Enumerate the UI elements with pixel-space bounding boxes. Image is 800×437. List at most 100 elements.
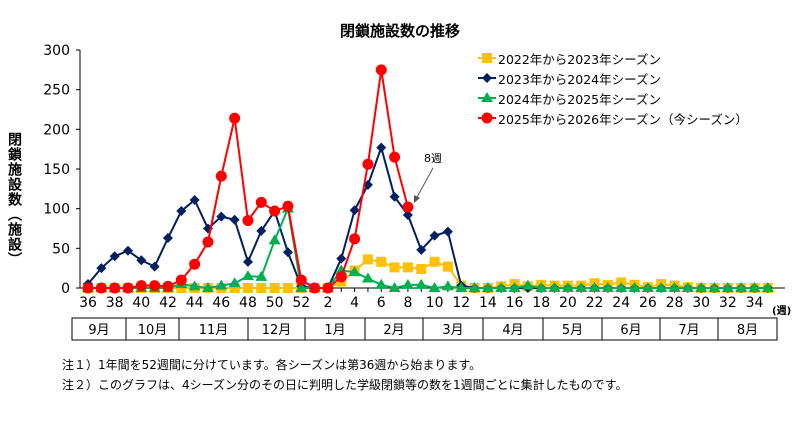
data-point xyxy=(96,263,107,274)
legend-marker xyxy=(482,53,492,63)
annotation: 8週 xyxy=(414,152,442,203)
data-point xyxy=(416,244,427,255)
x-tick-label: 4 xyxy=(350,295,359,311)
data-point xyxy=(575,282,588,292)
data-point xyxy=(175,274,187,286)
data-point xyxy=(415,278,428,289)
month-label: 11月 xyxy=(199,323,229,338)
legend-label: 2025年から2026年シーズン（今シーズン） xyxy=(498,111,748,127)
legend-marker-icon xyxy=(478,73,496,83)
legend-item: 2025年から2026年シーズン（今シーズン） xyxy=(478,108,748,128)
data-point xyxy=(389,151,401,163)
data-point xyxy=(349,233,361,245)
data-point xyxy=(256,283,267,293)
data-point xyxy=(336,253,347,264)
data-point xyxy=(282,200,294,212)
data-point xyxy=(389,191,400,202)
data-point xyxy=(389,262,400,273)
legend-item: 2024年から2025年シーズン xyxy=(478,88,748,108)
data-point xyxy=(362,158,374,170)
x-tick-label: 38 xyxy=(106,295,124,311)
data-point xyxy=(428,282,441,292)
legend-item: 2023年から2024年シーズン xyxy=(478,68,748,88)
data-point xyxy=(269,283,280,293)
x-tick-label: 28 xyxy=(666,295,684,311)
data-point xyxy=(242,215,254,227)
data-point xyxy=(268,234,281,245)
data-point xyxy=(535,282,548,292)
data-point xyxy=(668,282,681,292)
x-tick-label: 22 xyxy=(586,295,604,311)
month-label: 12月 xyxy=(262,323,292,338)
data-point xyxy=(655,282,668,292)
data-point xyxy=(641,282,654,292)
x-axis-unit: (週) xyxy=(772,305,791,317)
data-point xyxy=(376,142,387,153)
data-point xyxy=(761,282,774,292)
x-tick-label: 12 xyxy=(452,295,470,311)
data-point xyxy=(721,282,734,292)
data-point xyxy=(708,282,721,292)
data-point xyxy=(361,272,374,283)
data-point xyxy=(229,283,240,293)
data-point xyxy=(416,263,427,274)
legend-marker xyxy=(481,112,493,124)
data-point xyxy=(521,279,534,290)
data-point xyxy=(149,280,161,292)
data-point xyxy=(601,282,614,292)
data-point xyxy=(295,274,307,286)
y-tick-label: 250 xyxy=(43,83,70,99)
data-point xyxy=(189,258,201,270)
month-label: 4月 xyxy=(502,323,523,338)
legend-label: 2024年から2025年シーズン xyxy=(498,91,661,107)
data-point xyxy=(481,282,494,292)
x-tick-label: 24 xyxy=(612,295,630,311)
data-point xyxy=(149,261,160,272)
data-point xyxy=(402,262,413,273)
data-point xyxy=(468,282,481,292)
legend-marker xyxy=(481,92,493,102)
data-point xyxy=(615,282,628,292)
data-point xyxy=(348,266,361,277)
series-2 xyxy=(83,142,773,293)
data-point xyxy=(189,194,200,205)
data-point xyxy=(429,256,440,267)
data-point xyxy=(402,210,413,221)
data-point xyxy=(441,280,454,291)
legend: 2022年から2023年シーズン 2023年から2024年シーズン 2024年から2… xyxy=(478,48,748,128)
data-point xyxy=(388,282,401,292)
data-point xyxy=(188,280,201,291)
data-point xyxy=(162,233,173,244)
x-tick-label: 26 xyxy=(639,295,657,311)
data-point xyxy=(228,277,241,288)
data-point xyxy=(136,255,147,266)
x-tick-label: 32 xyxy=(719,295,737,311)
data-point xyxy=(135,280,147,292)
data-point xyxy=(735,282,748,292)
data-point xyxy=(255,196,267,208)
data-point xyxy=(681,282,694,292)
x-tick-label: 42 xyxy=(159,295,177,311)
data-point xyxy=(215,279,228,290)
data-point xyxy=(202,236,214,248)
data-point xyxy=(442,226,453,237)
x-tick-label: 46 xyxy=(212,295,230,311)
x-tick-label: 48 xyxy=(239,295,257,311)
y-tick-label: 300 xyxy=(43,43,70,59)
data-point xyxy=(122,245,133,256)
data-point xyxy=(322,282,334,294)
legend-marker-icon xyxy=(478,92,496,102)
data-point xyxy=(229,112,241,124)
chart-title: 閉鎖施設数の推移 xyxy=(340,22,460,40)
data-point xyxy=(122,282,134,294)
y-tick-label: 150 xyxy=(43,162,70,178)
data-point xyxy=(442,261,453,272)
data-point xyxy=(215,170,227,182)
data-point xyxy=(455,282,468,292)
y-axis-label: 閉鎖施設数（施設） xyxy=(6,132,22,267)
data-point xyxy=(335,264,348,275)
legend-marker xyxy=(482,73,492,83)
annotation-arrowhead xyxy=(414,195,420,203)
month-label: 1月 xyxy=(324,323,345,338)
